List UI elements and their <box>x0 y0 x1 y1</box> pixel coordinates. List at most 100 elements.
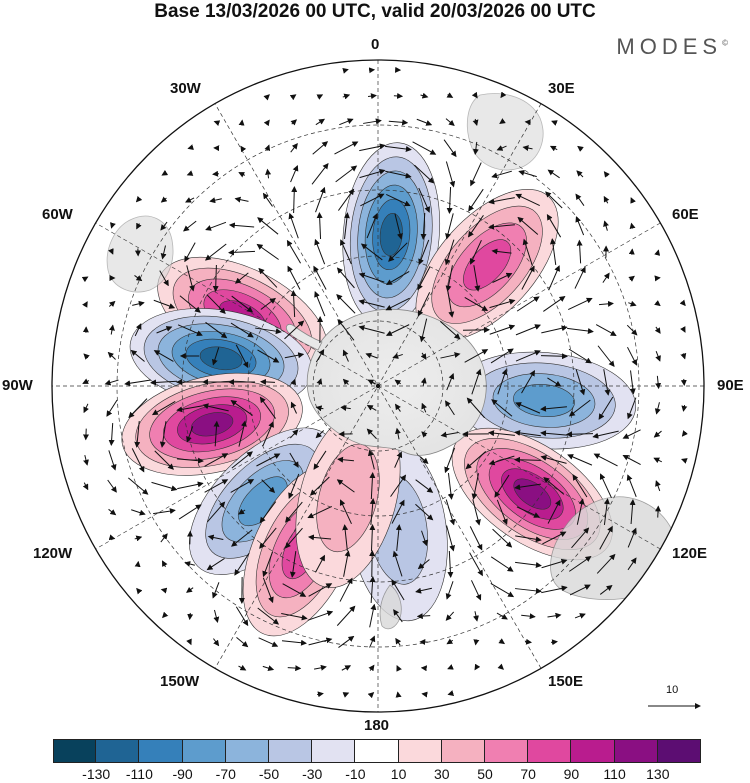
wind-arrow <box>83 403 89 414</box>
wind-arrow <box>343 212 350 239</box>
wind-arrow <box>515 324 541 336</box>
colorbar-swatch <box>269 739 313 763</box>
wind-arrow <box>207 501 226 523</box>
wind-arrow <box>263 94 270 101</box>
wind-arrow <box>288 212 299 239</box>
wind-arrow <box>629 498 636 525</box>
wind-arrow <box>156 326 173 334</box>
wind-arrow <box>597 345 615 368</box>
wind-arrow <box>151 400 176 416</box>
wind-arrow <box>262 421 274 447</box>
wind-arrow <box>315 554 325 573</box>
wind-arrow <box>290 142 298 153</box>
wind-arrow <box>234 196 249 203</box>
center-165w-positive <box>295 407 401 588</box>
wind-arrow <box>567 327 594 334</box>
colorbar-swatch <box>528 739 572 763</box>
wind-arrow <box>417 292 431 317</box>
wind-arrow <box>213 120 221 126</box>
wind-arrow <box>464 349 489 363</box>
wind-arrow <box>627 397 637 420</box>
colorbar-swatch <box>312 739 356 763</box>
wind-arrow <box>262 665 275 671</box>
wind-arrow <box>204 453 229 467</box>
colorbar-tick-label: -10 <box>345 766 366 782</box>
wind-arrow <box>488 223 515 230</box>
wind-arrow <box>236 637 249 648</box>
wind-arrow <box>467 215 484 238</box>
wind-arrow <box>575 369 586 396</box>
wind-arrow <box>568 297 593 311</box>
wind-arrow <box>471 473 479 500</box>
wind-arrow <box>136 222 142 230</box>
wind-arrow <box>416 118 433 126</box>
wind-arrow <box>446 638 454 645</box>
wind-arrow <box>366 213 378 239</box>
wind-arrow <box>204 243 227 261</box>
colorbar-tick-label: 70 <box>520 766 536 782</box>
wind-arrow <box>213 638 220 647</box>
lon-label-120e: 120E <box>672 545 708 562</box>
wind-arrow <box>543 295 566 312</box>
wind-arrow <box>186 426 194 443</box>
wind-arrow <box>238 508 246 515</box>
wind-arrow <box>543 476 565 495</box>
wind-arrow <box>314 238 326 265</box>
wind-arrow <box>235 606 249 627</box>
wind-arrow <box>124 379 151 387</box>
wind-arrow <box>680 326 686 333</box>
wind-arrow <box>335 165 358 183</box>
wind-arrow <box>307 505 332 519</box>
wind-arrow <box>473 611 479 622</box>
wind-arrow <box>177 324 203 336</box>
wind-arrow <box>469 552 483 577</box>
wind-arrow <box>212 264 219 292</box>
wind-arrow <box>258 267 278 288</box>
wind-arrow <box>386 194 411 207</box>
wind-arrow <box>445 499 456 526</box>
wind-arrow <box>629 370 636 395</box>
wind-arrow <box>289 429 299 439</box>
wind-arrow <box>547 169 560 179</box>
wind-arrow <box>654 249 661 256</box>
wind-arrow <box>160 245 167 260</box>
wind-arrow <box>574 266 586 289</box>
wind-arrow <box>629 222 636 230</box>
wind-arrow <box>315 349 325 363</box>
lon-label-120w: 120W <box>33 545 73 562</box>
wind-arrow <box>151 481 178 492</box>
wind-arrow <box>473 265 481 292</box>
wind-arrow <box>447 291 455 318</box>
wind-arrow <box>439 320 461 340</box>
wind-arrow <box>627 557 637 571</box>
wind-arrow <box>447 550 454 578</box>
wind-arrow <box>440 431 459 438</box>
wind-arrow <box>231 529 253 547</box>
wind-arrow <box>420 377 427 386</box>
wind-arrow <box>388 119 409 126</box>
wind-arrow <box>489 298 516 309</box>
wind-arrow <box>284 352 305 359</box>
wind-arrow <box>515 561 542 568</box>
wind-arrow <box>228 249 256 256</box>
wind-arrow <box>338 635 355 648</box>
wind-arrow <box>521 369 535 394</box>
lon-label-90e: 90E <box>717 377 744 394</box>
wind-arrow <box>128 477 149 495</box>
wind-arrow <box>571 527 590 549</box>
wind-arrow <box>205 321 228 339</box>
wind-arrow <box>549 145 558 152</box>
lon-label-150e: 150E <box>548 673 584 690</box>
wind-arrow <box>161 169 169 176</box>
colorbar-tick-label: 10 <box>390 766 407 782</box>
wind-arrow <box>491 399 513 417</box>
wind-arrow <box>603 498 610 525</box>
wind-arrow <box>261 479 276 494</box>
wind-arrow <box>313 664 327 671</box>
wind-arrow <box>211 347 220 366</box>
wind-arrow <box>339 499 352 524</box>
wind-arrow <box>313 450 327 470</box>
wind-arrow <box>264 144 271 152</box>
wind-arrow <box>515 535 542 543</box>
wind-arrow <box>603 369 611 396</box>
